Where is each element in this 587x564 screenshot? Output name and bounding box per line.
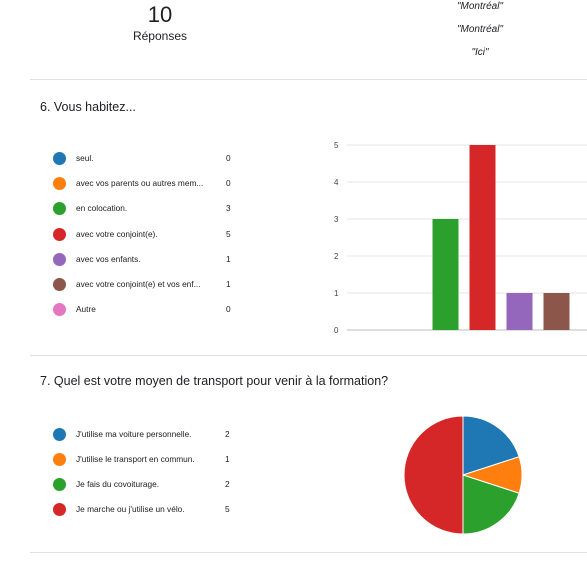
legend-dot <box>53 176 66 190</box>
text-response: "Montréal" <box>456 1 503 12</box>
y-tick-label: 1 <box>334 289 339 298</box>
legend-count: 1 <box>226 279 231 289</box>
legend-item: avec vos enfants. <box>53 252 226 266</box>
section-divider <box>30 552 587 553</box>
legend-count: 5 <box>225 504 230 514</box>
y-tick-label: 5 <box>334 141 339 150</box>
legend-dot <box>53 252 66 266</box>
legend-label: avec votre conjoint(e) et vos enf... <box>76 279 201 289</box>
legend-count: 2 <box>225 429 230 439</box>
pie-chart <box>403 415 523 535</box>
question-title: 6. Vous habitez... <box>40 100 136 114</box>
bar-chart: 0 1 2 3 4 5 <box>334 141 587 335</box>
legend-count: 0 <box>226 153 231 163</box>
legend-dot <box>53 151 66 165</box>
legend-label: avec votre conjoint(e). <box>76 229 158 239</box>
legend-label: Autre <box>76 304 96 314</box>
legend-item: avec vos parents ou autres mem... <box>53 176 226 190</box>
legend-item: seul. <box>53 151 226 165</box>
bar[interactable] <box>543 293 570 330</box>
legend-count: 3 <box>226 203 231 213</box>
legend-dot <box>53 427 66 441</box>
legend-item: Autre <box>53 302 226 316</box>
legend-dot <box>53 277 66 291</box>
legend-dot <box>53 227 66 241</box>
text-response: "Ici" <box>471 47 489 58</box>
text-response: "Montréal" <box>456 24 503 35</box>
bar[interactable] <box>506 293 533 330</box>
legend-count: 5 <box>226 229 231 239</box>
pie-slice[interactable] <box>462 474 520 535</box>
legend-count: 1 <box>226 254 231 264</box>
section-divider <box>30 79 587 80</box>
legend-label: Je fais du covoiturage. <box>76 479 160 489</box>
legend-count: 0 <box>226 304 231 314</box>
legend-count: 2 <box>225 479 230 489</box>
section-divider <box>30 355 587 356</box>
bar[interactable] <box>469 145 496 330</box>
question-title: 7. Quel est votre moyen de transport pou… <box>40 374 389 388</box>
legend-dot <box>53 452 66 466</box>
legend-dot <box>53 477 66 491</box>
y-tick-label: 2 <box>334 252 339 261</box>
legend-label: en colocation. <box>76 203 128 213</box>
y-tick-label: 4 <box>334 178 339 187</box>
legend-item: en colocation. <box>53 201 226 215</box>
legend-count: 0 <box>226 178 231 188</box>
legend-label: seul. <box>76 153 94 163</box>
legend-dot <box>53 502 66 516</box>
legend-label: Je marche ou j'utilise un vélo. <box>76 504 185 514</box>
legend-item: avec votre conjoint(e) et vos enf... <box>53 277 226 291</box>
legend-item: Je fais du covoiturage. <box>53 477 159 491</box>
legend-label: J'utilise le transport en commun. <box>76 454 195 464</box>
bar[interactable] <box>432 219 459 330</box>
response-count: 10 <box>147 2 173 27</box>
legend-label: J'utilise ma voiture personnelle. <box>76 429 192 439</box>
legend-dot <box>53 201 66 215</box>
legend-count: 1 <box>225 454 230 464</box>
y-tick-label: 3 <box>334 215 339 224</box>
legend-item: avec votre conjoint(e). <box>53 227 226 241</box>
legend-item: J'utilise le transport en commun. <box>53 452 195 466</box>
legend-item: J'utilise ma voiture personnelle. <box>53 427 192 441</box>
legend-label: avec vos parents ou autres mem... <box>76 178 204 188</box>
legend-dot <box>53 302 66 316</box>
legend-label: avec vos enfants. <box>76 254 141 264</box>
response-count-label: Réponses <box>132 29 188 43</box>
pie-slice[interactable] <box>462 415 520 476</box>
y-tick-label: 0 <box>334 326 339 335</box>
legend-item: Je marche ou j'utilise un vélo. <box>53 502 185 516</box>
pie-slice[interactable] <box>403 415 464 535</box>
